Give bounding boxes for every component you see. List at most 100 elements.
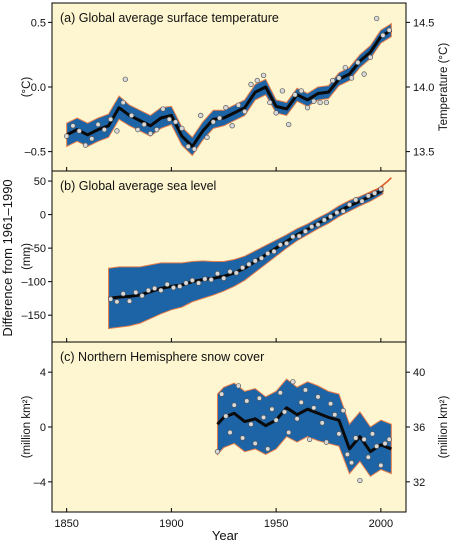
data-point	[290, 234, 296, 240]
data-point	[309, 224, 315, 230]
x-tick-label: 1850	[54, 518, 78, 530]
data-point	[114, 128, 120, 134]
data-point	[185, 143, 191, 150]
data-point	[359, 198, 365, 204]
data-point	[317, 99, 323, 106]
data-point	[367, 54, 374, 60]
data-point	[327, 401, 334, 407]
data-point	[216, 115, 223, 121]
uncertainty-band	[66, 22, 392, 157]
data-point	[277, 390, 283, 396]
data-point	[166, 116, 172, 122]
data-point	[101, 126, 108, 133]
data-point	[267, 99, 273, 106]
data-point	[306, 436, 313, 442]
data-point	[208, 276, 214, 283]
data-point	[296, 233, 302, 239]
data-point	[204, 134, 210, 141]
y-tick-label: 0	[40, 422, 46, 434]
data-point	[147, 130, 154, 137]
y-axis-label: (°C)	[21, 77, 33, 98]
data-point	[76, 128, 82, 134]
data-point	[298, 399, 304, 405]
data-point	[336, 431, 342, 437]
data-point	[214, 449, 221, 455]
data-point	[332, 412, 338, 418]
data-point	[369, 431, 376, 437]
data-point	[273, 417, 279, 423]
data-point	[114, 299, 120, 305]
data-point	[382, 440, 388, 447]
data-point	[281, 409, 288, 415]
y-right-tick-label: 13.5	[413, 147, 434, 159]
data-point	[355, 59, 361, 66]
data-point	[378, 186, 384, 192]
data-point	[342, 64, 348, 71]
data-point	[374, 15, 380, 22]
y-tick-label: –4	[34, 477, 46, 489]
data-point	[235, 383, 242, 389]
data-point	[227, 268, 233, 275]
data-point	[327, 213, 334, 220]
y-right-tick-label: 14.0	[413, 82, 434, 94]
data-point	[135, 126, 141, 133]
data-point	[133, 289, 139, 296]
data-point	[319, 420, 325, 426]
data-point	[340, 407, 346, 414]
data-point	[246, 261, 252, 267]
data-point	[95, 121, 101, 128]
data-point	[386, 27, 392, 33]
panel-title: (c) Northern Hemisphere snow cover	[60, 350, 264, 364]
data-point	[154, 126, 160, 133]
data-point	[256, 395, 263, 401]
data-point	[151, 285, 158, 292]
data-point	[302, 228, 309, 235]
data-point	[344, 451, 350, 458]
data-point	[298, 88, 304, 94]
data-point	[229, 123, 235, 129]
data-point	[292, 92, 298, 98]
x-tick-label: 2000	[369, 518, 393, 530]
data-point	[348, 459, 355, 466]
y-tick-label: –50	[28, 243, 46, 255]
data-point	[315, 221, 321, 228]
data-point	[353, 435, 359, 441]
data-point	[82, 142, 89, 148]
data-point	[302, 387, 309, 393]
data-point	[294, 416, 300, 422]
data-point	[273, 110, 279, 116]
data-point	[279, 88, 286, 94]
data-point	[290, 379, 296, 385]
data-point	[120, 99, 126, 106]
data-point	[315, 394, 321, 400]
data-point	[242, 108, 248, 115]
data-point	[244, 398, 250, 404]
smoothed-line	[65, 28, 393, 148]
data-point	[323, 99, 330, 106]
data-point	[170, 285, 177, 291]
data-point	[195, 280, 202, 286]
data-point	[277, 242, 283, 248]
plot-background	[52, 3, 406, 171]
data-point	[371, 190, 378, 196]
y-tick-label: 0.5	[31, 17, 46, 29]
data-point	[177, 283, 183, 289]
data-point	[252, 440, 258, 447]
data-point	[260, 414, 267, 421]
data-point	[179, 125, 185, 132]
data-point	[254, 77, 260, 84]
data-point	[231, 402, 237, 408]
data-point	[128, 112, 135, 119]
data-point	[269, 406, 275, 412]
data-point	[378, 462, 384, 469]
data-point	[227, 429, 233, 436]
data-point	[223, 105, 229, 111]
data-point	[340, 208, 346, 214]
uncertainty-band	[108, 184, 384, 330]
data-point	[321, 217, 327, 223]
data-point	[353, 197, 359, 203]
panel-title: (b) Global average sea level	[60, 179, 216, 193]
x-axis-label: Year	[212, 528, 239, 543]
data-point	[145, 287, 152, 294]
